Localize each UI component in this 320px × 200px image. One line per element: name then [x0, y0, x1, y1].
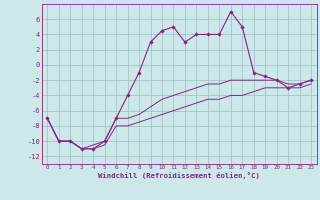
X-axis label: Windchill (Refroidissement éolien,°C): Windchill (Refroidissement éolien,°C)	[98, 172, 260, 179]
